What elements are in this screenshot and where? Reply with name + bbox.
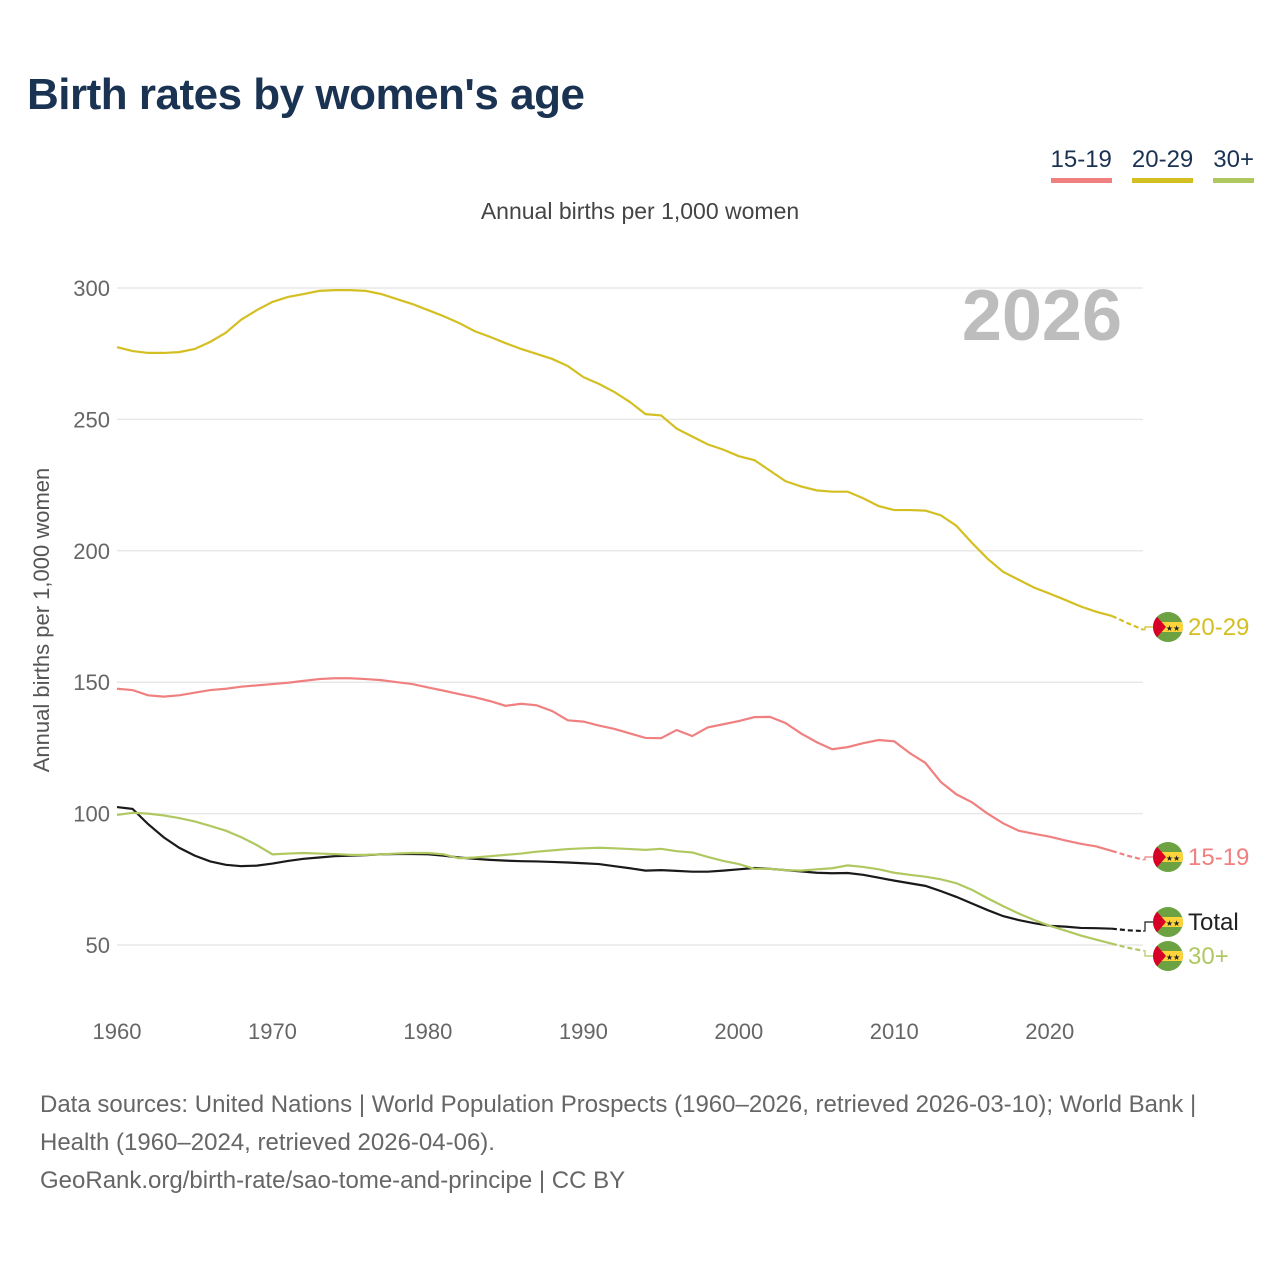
legend-item-15-19[interactable]: 15-19	[1050, 146, 1112, 183]
sao-tome-flag-icon: ★★	[1153, 941, 1183, 971]
x-tick-label: 2020	[1025, 1019, 1074, 1044]
x-tick-label: 2000	[714, 1019, 763, 1044]
sao-tome-flag-icon: ★★	[1153, 612, 1183, 642]
y-tick-label: 50	[86, 933, 110, 958]
svg-text:★★: ★★	[1166, 919, 1180, 928]
label-connector	[1143, 921, 1153, 932]
source-link[interactable]: GeoRank.org/birth-rate/sao-tome-and-prin…	[40, 1167, 626, 1194]
y-tick-label: 100	[73, 802, 110, 827]
series-line-30-plus	[116, 811, 1113, 945]
y-tick-label: 200	[73, 539, 110, 564]
y-tick-label: 150	[73, 670, 110, 695]
series-end-label-30-plus: 30+	[1188, 943, 1229, 970]
sao-tome-flag-icon: ★★	[1153, 907, 1183, 937]
svg-text:★★: ★★	[1166, 953, 1180, 962]
series-projection-20-29	[1111, 614, 1144, 631]
x-tick-label: 2010	[870, 1019, 919, 1044]
series-end-label-total: Total	[1188, 909, 1239, 936]
legend: 15-19 20-29 30+	[1050, 146, 1254, 183]
label-connector	[1143, 626, 1153, 631]
legend-item-30-plus[interactable]: 30+	[1213, 146, 1254, 183]
x-tick-label: 1970	[248, 1019, 297, 1044]
x-tick-label: 1980	[403, 1019, 452, 1044]
series-projection-30-plus	[1111, 942, 1144, 952]
sao-tome-flag-icon: ★★	[1153, 842, 1183, 872]
chart-subtitle: Annual births per 1,000 women	[480, 198, 800, 224]
label-connector	[1143, 856, 1153, 861]
label-connector	[1143, 950, 1153, 957]
svg-text:★★: ★★	[1166, 854, 1180, 863]
year-watermark: 2026	[962, 276, 1122, 356]
y-tick-label: 250	[73, 407, 110, 432]
x-tick-label: 1960	[93, 1019, 142, 1044]
series-projection-total	[1111, 927, 1144, 933]
footer: Data sources: United Nations | World Pop…	[40, 1086, 1230, 1200]
series-projection-15-19	[1111, 849, 1144, 861]
y-tick-label: 300	[73, 276, 110, 301]
legend-item-20-29[interactable]: 20-29	[1131, 146, 1194, 183]
series-end-label-15-19: 15-19	[1188, 844, 1249, 871]
series-line-20-29	[116, 289, 1113, 618]
series-line-15-19	[116, 677, 1113, 852]
series-line-total	[116, 805, 1112, 930]
svg-text:★★: ★★	[1166, 624, 1180, 633]
chart-title: Birth rates by women's age	[27, 70, 585, 119]
x-tick-label: 1990	[559, 1019, 608, 1044]
series-end-label-20-29: 20-29	[1188, 614, 1249, 641]
data-sources: Data sources: United Nations | World Pop…	[40, 1091, 1197, 1156]
